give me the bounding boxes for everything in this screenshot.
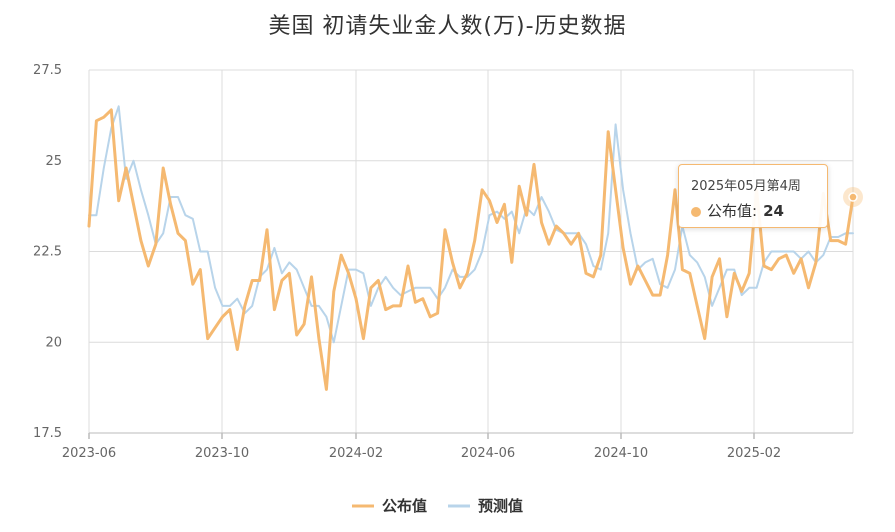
- legend-label: 公布值: [382, 497, 427, 515]
- tooltip-value: 24: [763, 202, 784, 220]
- x-tick-label: 2023-06: [62, 446, 116, 461]
- series-lines[interactable]: [87, 105, 863, 391]
- legend-item-published[interactable]: 公布值: [352, 497, 427, 515]
- x-tick-label: 2024-06: [461, 446, 515, 461]
- y-tick-label: 17.5: [33, 426, 62, 441]
- tooltip-series-label: 公布值:: [707, 202, 758, 220]
- legend-label: 预测值: [478, 497, 523, 515]
- hover-point[interactable]: [848, 192, 858, 202]
- forecast-series-line[interactable]: [88, 105, 854, 344]
- tooltip-row: 公布值: 24: [691, 200, 815, 221]
- chart-title: 美国 初请失业金人数(万)-历史数据: [268, 14, 627, 39]
- tooltip-date: 2025年05月第4周: [691, 179, 801, 194]
- x-tick-label: 2024-02: [329, 446, 383, 461]
- y-tick-label: 20: [45, 335, 62, 350]
- legend-item-forecast[interactable]: 预测值: [448, 497, 523, 515]
- y-tick-label: 25: [45, 154, 62, 169]
- legend[interactable]: 公布值 预测值: [352, 497, 523, 515]
- tooltip: 2025年05月第4周 公布值: 24: [678, 164, 828, 228]
- tooltip-series-dot: [691, 206, 701, 217]
- y-tick-label: 22.5: [33, 245, 62, 260]
- x-tick-label: 2024-10: [594, 446, 648, 461]
- x-tick-label: 2023-10: [195, 446, 249, 461]
- y-tick-label: 27.5: [33, 63, 62, 78]
- x-tick-label: 2025-02: [727, 446, 781, 461]
- published-series-line[interactable]: [87, 108, 855, 391]
